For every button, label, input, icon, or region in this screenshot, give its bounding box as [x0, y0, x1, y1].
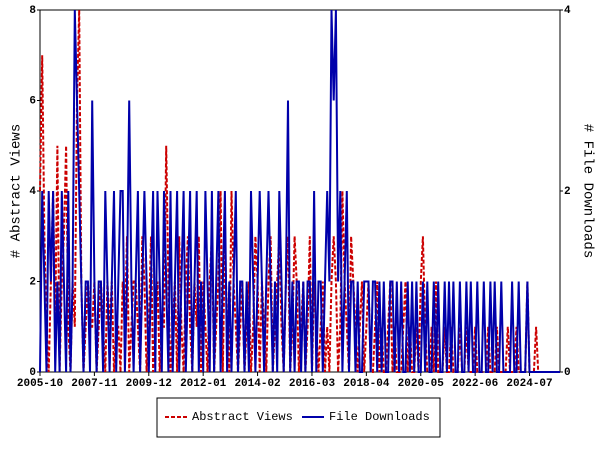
y-tick-label: 4 — [29, 186, 36, 198]
x-tick-label: 2012-01 — [180, 378, 227, 390]
y-axis-title: # Abstract Views — [9, 124, 25, 258]
x-tick-label: 2005-10 — [17, 378, 63, 390]
y-tick-label: 6 — [29, 95, 36, 107]
x-tick-label: 2024-07 — [506, 378, 552, 390]
series-line — [39, 9, 560, 373]
legend-label: Abstract Views — [192, 410, 293, 424]
y2-axis-title: # File Downloads — [579, 124, 595, 258]
legend — [156, 397, 441, 438]
x-tick-label: 2014-02 — [234, 378, 280, 390]
x-tick-label: 2009-12 — [126, 378, 172, 390]
x-tick-label: 2018-04 — [343, 378, 390, 390]
y2-tick-label: 2 — [564, 186, 571, 198]
y2-tick-label: 0 — [564, 367, 571, 379]
y-tick-label: 2 — [29, 276, 36, 288]
x-tick-label: 2020-05 — [398, 378, 445, 390]
legend-label: File Downloads — [329, 410, 430, 424]
y-tick-label: 0 — [29, 367, 36, 379]
x-tick-label: 2007-11 — [71, 378, 118, 390]
x-tick-label: 2016-03 — [289, 378, 336, 390]
x-tick-label: 2022-06 — [452, 378, 498, 390]
y2-tick-label: 4 — [564, 5, 571, 17]
y-tick-label: 8 — [29, 5, 36, 17]
